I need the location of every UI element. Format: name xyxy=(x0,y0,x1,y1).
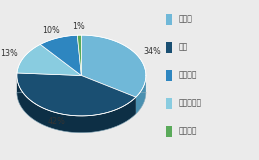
Bar xyxy=(166,70,172,81)
Polygon shape xyxy=(77,35,81,76)
Polygon shape xyxy=(17,44,81,76)
Text: 42%: 42% xyxy=(47,117,65,126)
Polygon shape xyxy=(17,75,136,133)
Polygon shape xyxy=(81,35,146,97)
Bar xyxy=(166,98,172,109)
Polygon shape xyxy=(40,35,81,76)
Text: 34%: 34% xyxy=(144,48,162,56)
Text: 10%: 10% xyxy=(42,26,60,35)
Bar xyxy=(166,126,172,137)
Polygon shape xyxy=(17,73,136,116)
Polygon shape xyxy=(136,74,146,114)
Text: 其他辅料: 其他辅料 xyxy=(178,127,197,136)
Text: 财务及人工: 财务及人工 xyxy=(178,99,202,108)
Text: 1%: 1% xyxy=(73,22,85,31)
Text: 13%: 13% xyxy=(0,49,18,58)
Bar xyxy=(166,14,172,25)
Bar xyxy=(166,42,172,53)
Text: 电力: 电力 xyxy=(178,43,188,52)
Text: 预焙阳极: 预焙阳极 xyxy=(178,71,197,80)
Text: 氧化铝: 氧化铝 xyxy=(178,15,192,24)
